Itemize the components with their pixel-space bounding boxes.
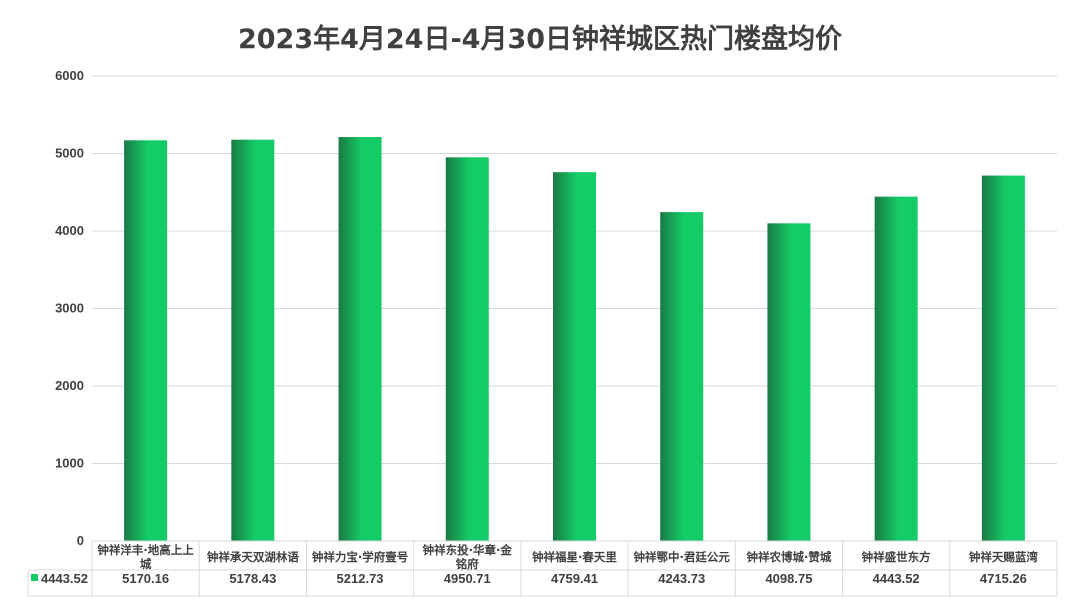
category-label: 钟祥承天双湖林语 [207,550,299,564]
bar [553,172,596,541]
data-value-label: 4950.71 [444,571,491,586]
data-value-label: 5178.43 [229,571,276,586]
bar [445,157,489,541]
data-value-label: 5212.73 [337,571,384,586]
bar [231,139,275,541]
bar [874,196,918,541]
y-tick-label: 2000 [55,378,84,393]
category-label: 钟祥盛世东方 [862,550,931,564]
category-label: 钟祥东投·华章·金铭府 [423,543,513,571]
y-axis: 0 1000 2000 3000 4000 5000 6000 [55,68,84,548]
data-value-label: 4098.75 [765,571,812,586]
y-tick-label: 4000 [55,223,84,238]
bar [124,140,168,541]
data-value-label: 4759.41 [551,571,598,586]
data-value-label: 4715.26 [980,571,1027,586]
bar-series [124,137,1025,542]
y-tick-label: 6000 [55,68,84,83]
category-label: 钟祥福星·春天里 [532,550,617,564]
y-tick-label: 1000 [55,456,84,471]
y-tick-label: 0 [77,533,84,548]
bar [767,223,811,542]
chart-title: 2023年4月24日-4月30日钟祥城区热门楼盘均价 [238,23,843,55]
y-tick-label: 3000 [55,301,84,316]
bar [338,137,382,541]
bar [660,212,704,541]
data-value-label: 4243.73 [658,571,705,586]
category-label: 钟祥力宝·学府壹号 [312,550,408,564]
category-label: 钟祥天赐蓝湾 [969,550,1038,564]
category-label: 钟祥洋丰·地高上上城 [97,543,194,571]
category-label: 钟祥农博城·赞城 [747,550,832,564]
data-value-label: 4443.52 [873,571,920,586]
bar [981,175,1025,541]
category-label: 钟祥鄂中·君廷公元 [634,550,731,564]
data-value-label: 5170.16 [122,571,169,586]
legend-swatch [31,574,38,581]
y-tick-label: 5000 [55,146,84,161]
legend-label: 4443.52 [41,571,88,586]
